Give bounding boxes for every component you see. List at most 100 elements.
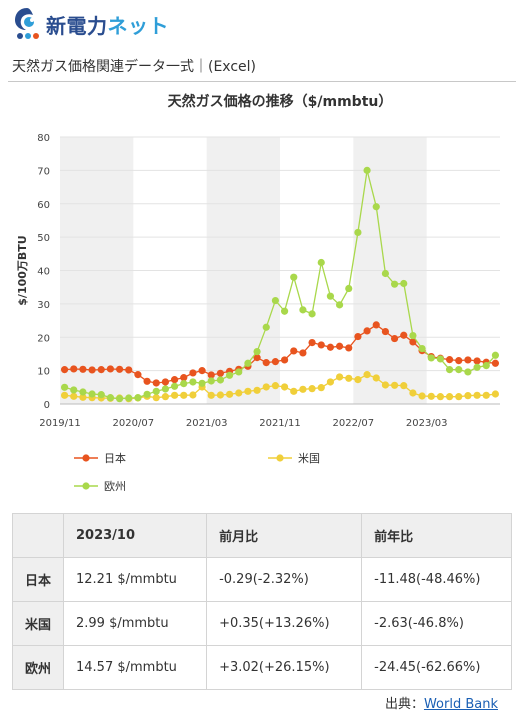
data-point: [134, 394, 142, 402]
data-point: [482, 362, 490, 370]
data-point: [115, 365, 124, 373]
data-point: [317, 258, 325, 267]
data-point: [290, 387, 298, 395]
data-point: [79, 365, 87, 373]
data-point: [216, 391, 225, 399]
data-point: [326, 292, 335, 300]
x-tick-label: 2020/07: [113, 418, 155, 429]
data-point: [244, 387, 252, 395]
data-point: [381, 269, 390, 278]
data-point: [308, 385, 316, 393]
gas-price-chart: 天然ガス価格の推移（$/mmbtu） 0 10 20 30 40 50 60 70 80 2019/…: [8, 88, 516, 500]
data-point: [445, 366, 454, 374]
y-axis-label: $/100万BTU: [16, 235, 29, 305]
data-point: [482, 391, 490, 399]
data-point: [97, 391, 105, 399]
data-point: [409, 331, 417, 340]
data-point: [125, 394, 133, 402]
cell-yoy: -2.63(-46.8%): [361, 601, 512, 646]
data-point: [464, 356, 472, 364]
data-point: [280, 356, 289, 364]
data-point: [125, 366, 133, 374]
y-tick-label: 10: [37, 367, 50, 378]
data-point: [381, 327, 390, 336]
data-point: [271, 382, 280, 390]
data-point: [473, 363, 481, 371]
data-point: [189, 391, 197, 399]
data-point: [390, 280, 399, 288]
table-header-row: 2023/10 前月比 前年比: [12, 513, 512, 558]
data-point: [400, 279, 408, 288]
data-point: [409, 338, 417, 346]
table-row: 日本 12.21 $/mmbtu -0.29(-2.32%) -11.48(-4…: [12, 557, 512, 602]
legend-swatch-marker: [276, 454, 284, 462]
cell-mom: +0.35(+13.26%): [206, 601, 363, 646]
data-point: [225, 371, 234, 379]
legend-label: 日本: [104, 451, 126, 465]
data-point: [170, 382, 179, 390]
data-point: [253, 354, 261, 362]
data-point: [207, 377, 215, 385]
chart-svg: 天然ガス価格の推移（$/mmbtu） 0 10 20 30 40 50 60 70 80 2019/…: [16, 93, 500, 493]
data-point: [106, 365, 115, 373]
cell-yoy: -24.45(-62.66%): [361, 645, 512, 690]
data-point: [473, 357, 481, 365]
legend-swatch-marker: [82, 454, 90, 462]
data-point: [143, 390, 151, 398]
data-point: [253, 348, 261, 356]
data-point: [79, 388, 87, 396]
data-point: [400, 331, 408, 339]
data-point: [290, 273, 298, 281]
data-point: [280, 307, 289, 315]
data-point: [436, 393, 445, 401]
subtitle-text: 天然ガス価格関連データ一式｜(Excel): [12, 58, 257, 75]
data-point: [271, 296, 280, 305]
data-point: [390, 334, 399, 343]
y-tick-label: 60: [37, 200, 50, 211]
site-logo[interactable]: 新電力ネット: [12, 6, 169, 42]
data-download-link[interactable]: 天然ガス価格関連データ一式｜(Excel): [8, 50, 516, 82]
data-point: [271, 358, 280, 366]
data-point: [88, 390, 96, 398]
data-point: [262, 323, 270, 331]
data-point: [290, 347, 298, 355]
data-point: [262, 383, 270, 391]
data-point: [455, 366, 463, 374]
table-header-corner: [12, 513, 64, 558]
data-point: [455, 357, 463, 365]
data-point: [335, 301, 344, 309]
data-point: [207, 391, 215, 399]
data-point: [143, 377, 151, 385]
data-point: [189, 378, 197, 386]
table-row: 欧州 14.57 $/mmbtu +3.02(+26.15%) -24.45(-…: [12, 645, 512, 690]
data-point: [189, 369, 197, 377]
data-point: [354, 376, 362, 384]
x-tick-label: 2019/11: [39, 418, 81, 429]
data-point: [372, 374, 380, 382]
data-point: [491, 390, 500, 398]
data-point: [198, 379, 206, 387]
data-point: [70, 386, 78, 394]
data-point: [390, 381, 399, 389]
source-link[interactable]: World Bank: [423, 697, 498, 712]
data-point: [207, 371, 215, 379]
data-point: [427, 392, 435, 400]
data-point: [445, 356, 454, 364]
data-point: [161, 393, 170, 401]
y-tick-label: 0: [44, 400, 50, 411]
data-point: [262, 359, 270, 367]
data-point: [152, 394, 160, 402]
data-point: [161, 385, 170, 393]
data-point: [299, 385, 307, 393]
y-tick-label: 30: [37, 300, 50, 311]
data-point: [418, 344, 426, 353]
table-row: 米国 2.99 $/mmbtu +0.35(+13.26%) -2.63(-46…: [12, 601, 512, 646]
data-point: [317, 341, 325, 349]
data-point: [180, 374, 188, 382]
data-point: [445, 393, 454, 401]
data-point: [216, 369, 225, 377]
data-point: [299, 306, 307, 314]
y-tick-label: 50: [37, 233, 50, 244]
data-point: [464, 392, 472, 400]
data-point: [60, 391, 69, 399]
